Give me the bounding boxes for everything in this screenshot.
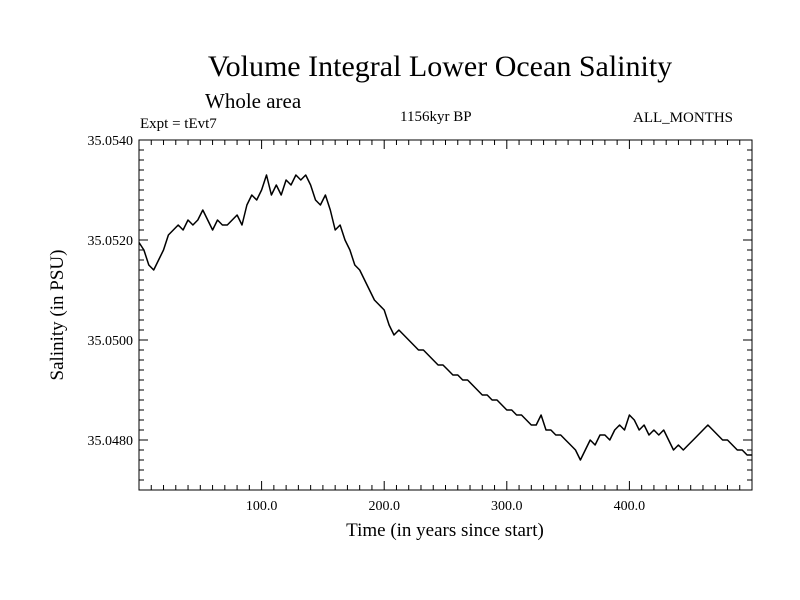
axis-ticks [139, 140, 752, 490]
x-tick-label: 100.0 [246, 499, 278, 514]
y-tick-label: 35.0500 [88, 334, 134, 349]
tick-labels: 100.0 200.0 300.0 400.0 35.0480 35.0500 35.052… [88, 134, 646, 514]
chart-title: Volume Integral Lower Ocean Salinity [207, 50, 673, 83]
y-tick-label: 35.0480 [88, 434, 134, 449]
x-axis-label: Time (in years since start) [346, 520, 544, 541]
months-label: ALL_MONTHS [633, 110, 733, 126]
salinity-series-line [138, 174, 752, 461]
y-tick-label: 35.0540 [88, 134, 134, 149]
x-tick-label: 400.0 [614, 499, 646, 514]
chart-subtitle: Whole area [205, 89, 302, 113]
x-tick-label: 300.0 [491, 499, 523, 514]
plot-frame [138, 139, 753, 491]
x-tick-label: 200.0 [368, 499, 400, 514]
y-tick-label: 35.0520 [88, 234, 134, 249]
experiment-label: Expt = tEvt7 [140, 116, 217, 132]
y-axis-label: Salinity (in PSU) [47, 250, 68, 381]
period-label: 1156kyr BP [400, 109, 472, 125]
